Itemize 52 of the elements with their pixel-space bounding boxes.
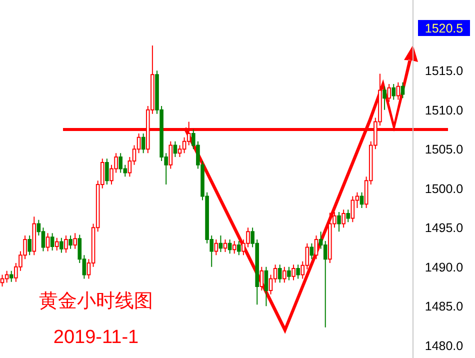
text: 黄金小时线图 [39, 290, 153, 312]
y-tick-label: 1485.0 [424, 300, 464, 314]
candlestick [342, 209, 346, 228]
candlestick [236, 240, 241, 256]
candlestick [260, 266, 264, 291]
y-tick-label: 1505.0 [424, 142, 464, 157]
candlestick [350, 196, 355, 223]
candlestick [287, 266, 291, 281]
candlestick [310, 242, 314, 260]
candlestick [292, 264, 296, 281]
candlestick [173, 140, 178, 158]
candlestick [232, 240, 236, 254]
candlestick [141, 132, 146, 154]
candlestick [60, 237, 64, 254]
y-tick-label: 1480.0 [424, 338, 464, 353]
candlestick [264, 266, 268, 307]
candlestick [9, 270, 14, 282]
candlestick [168, 140, 173, 170]
candlestick [346, 209, 350, 223]
text: 2019-11-1 [53, 327, 139, 348]
candlestick [296, 264, 300, 280]
candlestick [387, 84, 391, 103]
candlestick [400, 82, 405, 99]
y-tick-label: 1515.0 [424, 64, 464, 78]
candlestick [278, 264, 282, 284]
candlestick [382, 86, 386, 110]
candlestick [282, 266, 286, 284]
candlestick [396, 82, 400, 100]
candlestick [337, 211, 341, 232]
candlestick [360, 192, 364, 209]
candlestick [54, 237, 59, 251]
candlestick [46, 232, 50, 252]
text: 1520.5 [424, 22, 464, 36]
candlestick [4, 270, 9, 284]
candlestick [214, 238, 218, 256]
candlestick [73, 232, 77, 250]
candlestick [218, 235, 223, 253]
y-tick-label: 1490.0 [424, 260, 464, 274]
candlestick [392, 84, 396, 100]
y-tick-label: 1510.0 [424, 103, 464, 118]
candlestick [105, 158, 109, 185]
y-tick-label: 1495.0 [424, 221, 464, 236]
candlestick [68, 235, 72, 250]
candlestick [32, 216, 36, 256]
candlestick [28, 235, 32, 256]
candlestick [64, 235, 68, 254]
candlestick [228, 238, 232, 254]
candlestick [223, 238, 228, 253]
candlestick [0, 274, 4, 288]
y-tick-label: 1500.0 [424, 182, 464, 196]
candlestick [314, 235, 318, 260]
candlestick [50, 232, 54, 251]
